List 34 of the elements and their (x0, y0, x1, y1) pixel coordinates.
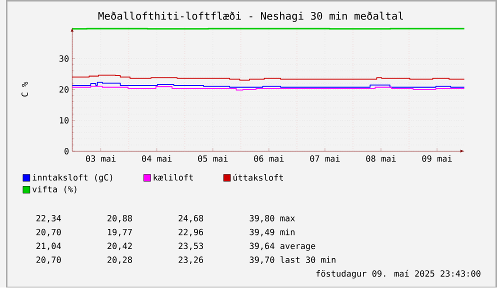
text: 24,68 (178, 215, 204, 223)
text: föstudagur 09. maí 2025 23:43:00 (316, 270, 480, 279)
legend-label: úttaksloft (233, 174, 283, 181)
y-tick-label: 10 (60, 117, 69, 124)
text: 19,77 (108, 229, 132, 237)
text: 22,96 (178, 229, 204, 237)
y-tick-label: 0 (64, 148, 69, 155)
text: 23,26 (178, 256, 204, 264)
legend-label: vifta (%) (32, 186, 76, 194)
x-tick-label: 08 mai (366, 155, 396, 162)
text: 20,28 (108, 256, 132, 264)
x-tick-label: 04 mai (142, 155, 172, 162)
text: 39,49 min (250, 228, 294, 237)
text: 20,70 (36, 256, 61, 264)
y-tick-label: 30 (59, 56, 69, 62)
text: 39,80 max (250, 215, 295, 223)
text: 39,70 last 30 min (250, 256, 336, 264)
text: 23,53 (178, 242, 204, 250)
x-tick-label: 03 mai (86, 155, 116, 162)
x-tick-label: 06 mai (254, 155, 284, 162)
chart-title: Meðallofthiti-loftflæði - Neshagi 30 min meðaltal (98, 12, 403, 22)
x-tick-label: 09 mai (422, 155, 452, 162)
text: 20,42 (108, 242, 132, 250)
text: 21,04 (36, 242, 61, 250)
text: 39,64 average (250, 242, 316, 252)
x-tick-label: 07 mai (310, 155, 340, 162)
x-tick-label: 05 mai (198, 155, 228, 162)
text: 22,34 (36, 215, 61, 223)
legend-label: inntaksloft (gC) (32, 174, 112, 183)
text: 20,88 (108, 215, 132, 223)
y-axis-title: C % (22, 82, 28, 97)
y-tick-label: 20 (60, 86, 69, 93)
legend-label: kæliloft (154, 174, 193, 181)
text: 20,70 (36, 229, 61, 237)
